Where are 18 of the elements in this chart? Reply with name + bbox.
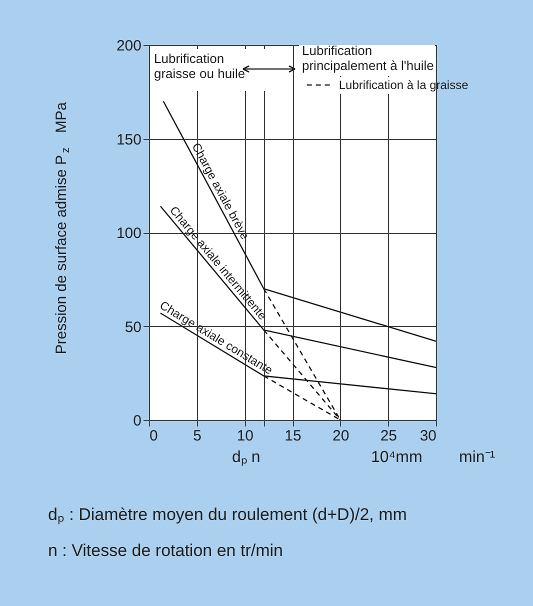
y-tick-label: 0: [133, 412, 142, 430]
annotation: Lubrification principalement à l'huile: [302, 43, 434, 73]
x-tick-label: 10: [236, 428, 254, 444]
text: dₚ : Diamètre moyen du roulement (d+D)/2, mm: [48, 505, 407, 525]
y-tick-label: 150: [116, 131, 142, 148]
text: Pression de surface admise Pz MPa: [53, 102, 72, 354]
y-tick-label: 200: [116, 38, 142, 54]
x-tick-label: 20: [332, 428, 350, 444]
x-tick-label: 15: [284, 428, 302, 444]
text: n : Vitesse de rotation en tr/min: [48, 541, 283, 560]
x-tick-label: 0: [150, 428, 158, 444]
x-tick-label: 25: [380, 428, 398, 444]
text: dₚ n 10⁴mm min⁻¹: [232, 449, 496, 466]
x-tick-label: 5: [193, 428, 202, 444]
y-tick-label: 50: [124, 318, 142, 336]
y-tick-label: 100: [116, 225, 142, 242]
annotation: Lubrification graisse ou huile: [154, 51, 246, 81]
x-tick-label: 30: [420, 428, 436, 444]
